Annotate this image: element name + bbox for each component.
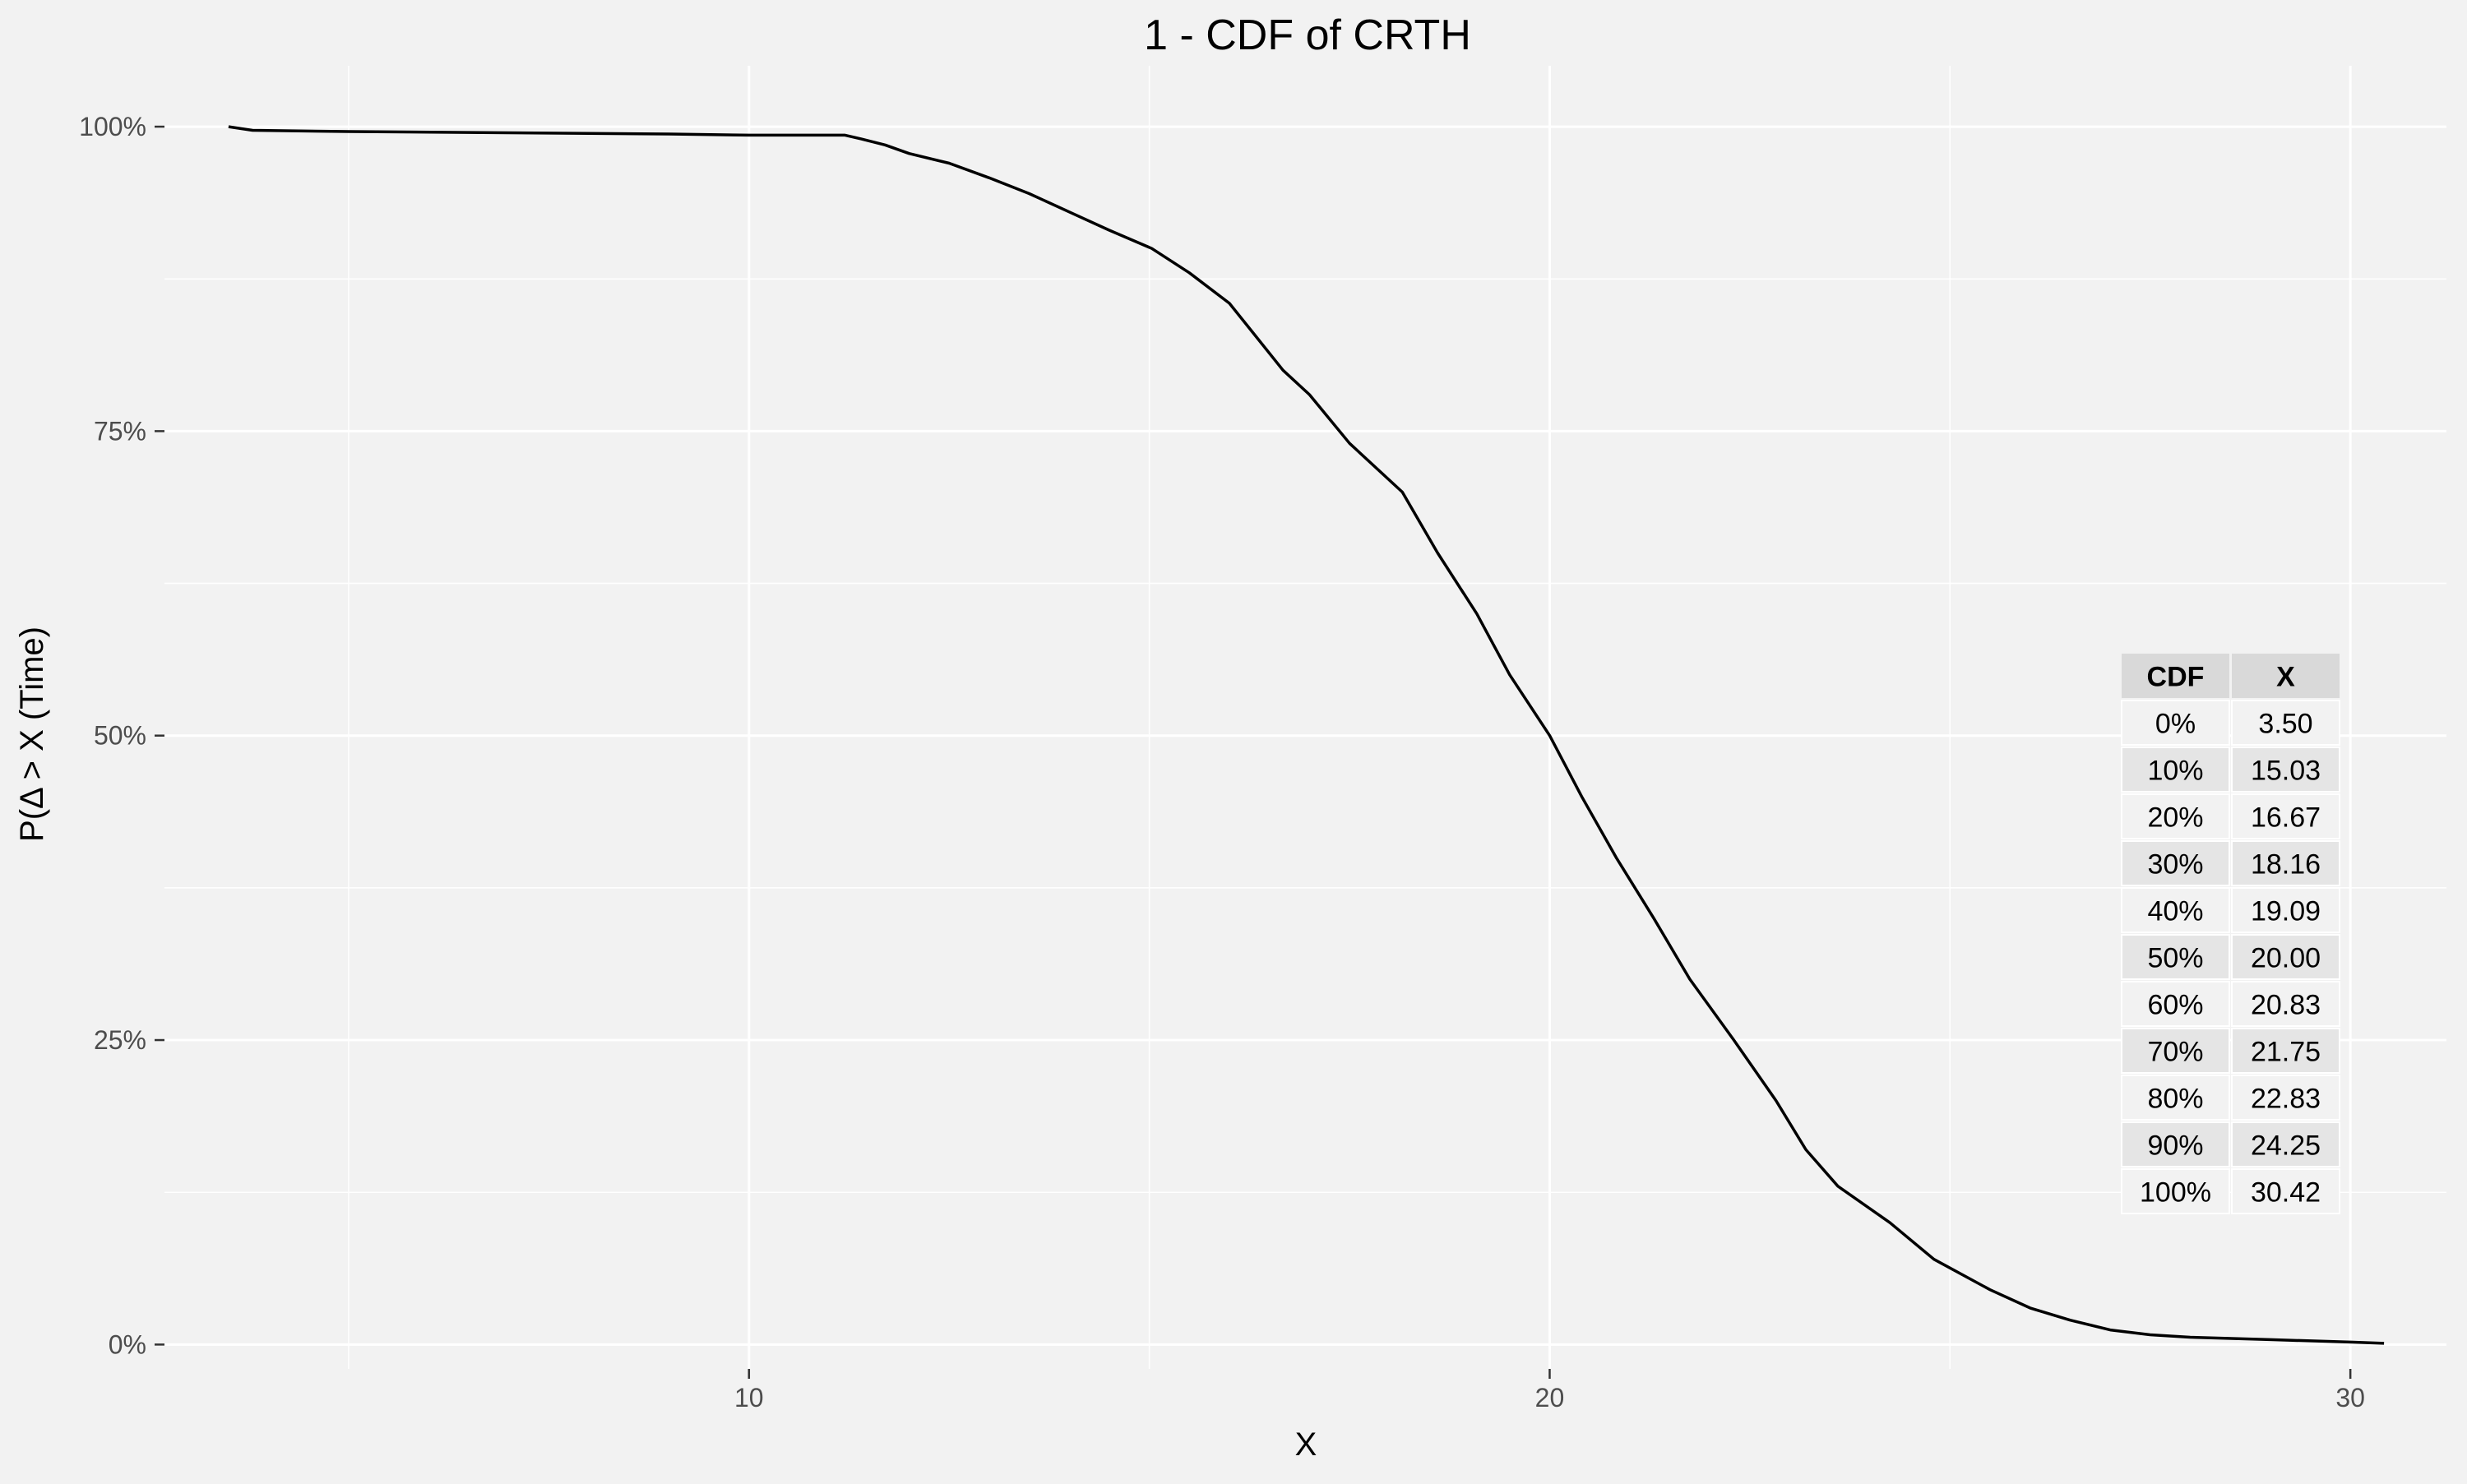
series-layer xyxy=(228,125,2385,1345)
table-cell-text: 40% xyxy=(2147,896,2203,927)
table-cell xyxy=(2121,700,2230,746)
table-cell-text: 22.83 xyxy=(2251,1084,2321,1115)
table-cell-text: 90% xyxy=(2147,1130,2203,1162)
table-cell-text: 20.00 xyxy=(2251,943,2321,974)
x-axis-label: X xyxy=(1295,1426,1317,1463)
table-cell-text: 30.42 xyxy=(2251,1177,2321,1209)
table-cell xyxy=(2231,1075,2340,1121)
table-cell-text: 24.25 xyxy=(2251,1130,2321,1162)
table-cell xyxy=(2231,1168,2340,1214)
table-header-text: X xyxy=(2276,662,2295,693)
table-cell xyxy=(2231,1121,2340,1167)
table-cell xyxy=(2231,840,2340,886)
table-cell-text: 21.75 xyxy=(2251,1037,2321,1068)
axes: 10 20 30 0% 25% 50% 75% 100% xyxy=(79,112,2365,1412)
table-cell-text: 60% xyxy=(2147,990,2203,1021)
table-cell xyxy=(2121,793,2230,839)
y-tick-label: 25% xyxy=(94,1025,146,1055)
table-cell xyxy=(2231,887,2340,933)
table-cell xyxy=(2231,1028,2340,1074)
table-cell-text: 70% xyxy=(2147,1037,2203,1068)
table-cell xyxy=(2121,887,2230,933)
y-tick-label: 0% xyxy=(109,1329,146,1359)
table-cell-text: 3.50 xyxy=(2258,709,2312,740)
table-cell-text: 0% xyxy=(2155,709,2196,740)
table-cell xyxy=(2231,934,2340,980)
table-cell xyxy=(2121,1121,2230,1167)
quantile-table: CDF X 0% 3.50 10% 15.03 20% 16.67 30% 18.16 40% 19.… xyxy=(2121,654,2340,1214)
table-header-cell xyxy=(2122,654,2229,698)
table-cell xyxy=(2121,981,2230,1027)
chart-title: 1 - CDF of CRTH xyxy=(1144,12,1471,59)
table-cell-text: 10% xyxy=(2147,756,2203,787)
table-cell-text: 20.83 xyxy=(2251,990,2321,1021)
table-cell xyxy=(2121,1028,2230,1074)
survival-curve-line xyxy=(228,125,2385,1345)
y-tick-label: 75% xyxy=(94,416,146,446)
y-tick-label: 100% xyxy=(79,112,146,141)
table-cell xyxy=(2231,793,2340,839)
x-tick-label: 10 xyxy=(734,1383,764,1412)
table-cell xyxy=(2231,700,2340,746)
x-tick-label: 20 xyxy=(1535,1383,1565,1412)
table-cell xyxy=(2121,934,2230,980)
table-cell-text: 16.67 xyxy=(2251,802,2321,834)
table-cell xyxy=(2121,747,2230,793)
table-cell-text: 80% xyxy=(2147,1084,2203,1115)
table-cell xyxy=(2231,981,2340,1027)
table-cell-text: 15.03 xyxy=(2251,756,2321,787)
table-cell-text: 50% xyxy=(2147,943,2203,974)
table-header-cell xyxy=(2232,654,2340,698)
grid xyxy=(164,66,2446,1369)
table-cell-text: 20% xyxy=(2147,802,2203,834)
y-axis-label: P(Δ > X (Time) xyxy=(14,626,50,842)
table-cell xyxy=(2121,840,2230,886)
x-tick-label: 30 xyxy=(2335,1383,2365,1412)
table-cell xyxy=(2121,1168,2230,1214)
table-cell-text: 18.16 xyxy=(2251,849,2321,881)
table-cell xyxy=(2231,747,2340,793)
table-cell-text: 19.09 xyxy=(2251,896,2321,927)
table-cell-text: 100% xyxy=(2140,1177,2211,1209)
table-header-text: CDF xyxy=(2147,662,2205,693)
y-tick-label: 50% xyxy=(94,721,146,751)
table-cell xyxy=(2121,1075,2230,1121)
table-cell-text: 30% xyxy=(2147,849,2203,881)
